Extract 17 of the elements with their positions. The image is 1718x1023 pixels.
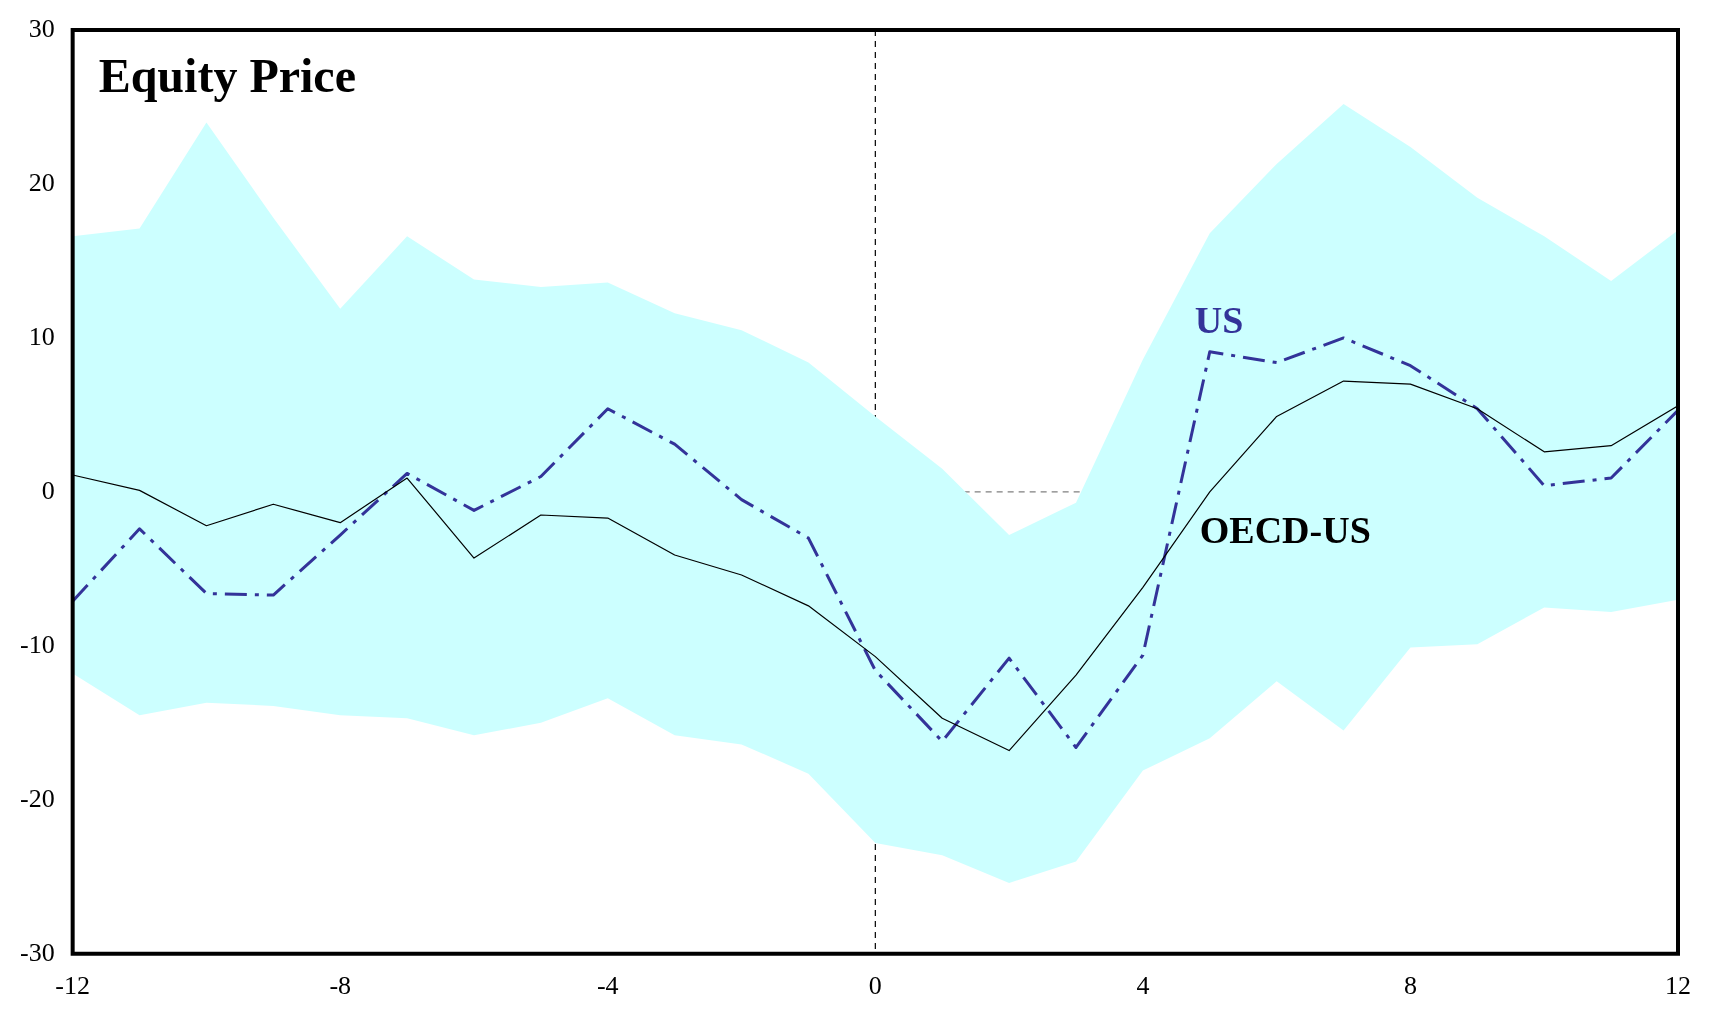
x-tick-label: 12 xyxy=(1665,971,1691,1001)
series-label: OECD-US xyxy=(1199,508,1371,551)
y-tick-label: 20 xyxy=(28,167,55,197)
series-label: US xyxy=(1194,298,1244,341)
y-tick-label: 10 xyxy=(28,321,55,351)
x-tick-label: 0 xyxy=(868,971,882,1001)
y-tick-label: -10 xyxy=(19,629,55,659)
y-tick-label: 30 xyxy=(28,13,55,43)
chart-title: Equity Price xyxy=(98,49,356,103)
x-tick-label: -4 xyxy=(596,971,619,1001)
y-tick-label: 0 xyxy=(41,475,55,505)
x-tick-label: -8 xyxy=(329,971,352,1001)
y-tick-label: -30 xyxy=(19,937,55,967)
y-tick-label: -20 xyxy=(19,783,55,813)
x-tick-label: 4 xyxy=(1136,971,1150,1001)
x-tick-label: 8 xyxy=(1403,971,1417,1001)
x-tick-label: -12 xyxy=(55,971,90,1001)
